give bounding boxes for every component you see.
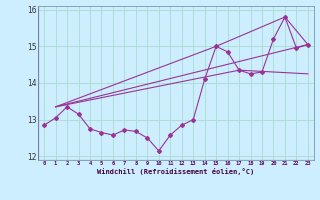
- X-axis label: Windchill (Refroidissement éolien,°C): Windchill (Refroidissement éolien,°C): [97, 168, 255, 175]
